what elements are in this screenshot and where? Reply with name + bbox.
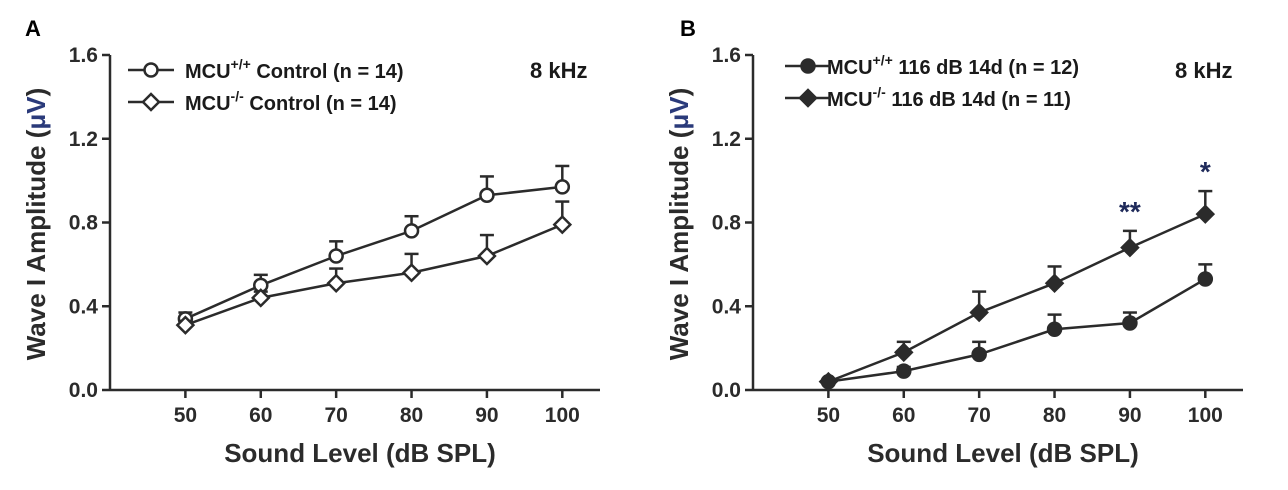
series-2 (818, 189, 1216, 392)
legend-item: MCU+/+ 116 dB 14d (n = 12) (827, 52, 1079, 79)
y-tick-label: 0.8 (69, 212, 99, 235)
legend-item: MCU-/- 116 dB 14d (n = 11) (827, 84, 1071, 111)
y-tick-label: 0.0 (69, 379, 98, 402)
significance-mark: ** (1119, 196, 1141, 227)
y-tick-label: 0.0 (712, 379, 741, 402)
series-line (184, 185, 563, 320)
series-line (828, 277, 1206, 383)
y-tick-label: 0.4 (69, 295, 99, 318)
data-point (554, 179, 571, 195)
x-tick-label: 100 (545, 404, 580, 427)
x-tick-label: 70 (967, 404, 990, 427)
legend-label: MCU+/+ Control (n = 14) (185, 56, 404, 83)
x-tick-label: 50 (817, 404, 840, 427)
data-point (251, 288, 271, 308)
panel-letter: B (680, 16, 696, 41)
data-point (969, 302, 989, 323)
x-axis-title: Sound Level (dB SPL) (867, 438, 1139, 468)
frequency-label: 8 kHz (530, 58, 587, 83)
panel-letter: A (25, 16, 41, 41)
data-point (175, 315, 196, 335)
legend-label: MCU-/- Control (n = 14) (185, 88, 397, 115)
data-point (328, 248, 344, 264)
data-point (326, 273, 346, 293)
legend-item: MCU-/- Control (n = 14) (185, 88, 397, 115)
data-point (971, 346, 987, 363)
legend-item: MCU+/+ Control (n = 14) (185, 56, 404, 83)
series-line (184, 223, 563, 327)
legend-label: MCU+/+ 116 dB 14d (n = 12) (827, 52, 1079, 79)
panel-b: B 8 kHz Sound Level (dB SPL) Wave I Ampl… (664, 16, 1243, 468)
data-point (552, 214, 573, 235)
panel-a: A 8 kHz Sound Level (dB SPL) Wave I Ampl… (21, 16, 600, 468)
series-1 (177, 164, 571, 327)
x-tick-label: 50 (174, 404, 197, 427)
y-tick-label: 0.4 (712, 295, 742, 318)
data-point (818, 371, 839, 392)
legend-label: MCU-/- 116 dB 14d (n = 11) (827, 84, 1071, 111)
data-point (896, 363, 912, 379)
frequency-label: 8 kHz (1175, 58, 1232, 83)
data-point (1195, 204, 1216, 224)
y-tick-label: 1.6 (712, 44, 741, 67)
legend-marker (143, 62, 159, 78)
y-tick-label: 1.2 (69, 128, 98, 151)
legend: MCU+/+ Control (n = 14) MCU-/- Control (… (185, 56, 404, 115)
x-axis-title: Sound Level (dB SPL) (224, 438, 496, 468)
legend-marker (798, 88, 818, 108)
data-point (401, 262, 422, 283)
y-axis-title: Wave I Amplitude (μV) (21, 88, 51, 361)
x-tick-label: 90 (475, 404, 498, 427)
legend-marker (141, 92, 161, 112)
data-point (1046, 321, 1063, 338)
data-point (403, 223, 420, 239)
legend: MCU+/+ 116 dB 14d (n = 12) MCU-/- 116 dB… (827, 52, 1079, 111)
data-point (477, 246, 497, 266)
y-tick-label: 0.8 (712, 212, 742, 235)
x-tick-label: 60 (249, 404, 272, 427)
data-point (479, 187, 495, 204)
x-tick-label: 100 (1188, 404, 1223, 427)
series-line (827, 212, 1206, 383)
data-point (1197, 271, 1214, 287)
legend-marker (800, 58, 816, 74)
x-tick-label: 80 (400, 404, 423, 427)
x-tick-label: 90 (1118, 404, 1141, 427)
y-axis-title: Wave I Amplitude (μV) (664, 88, 694, 361)
data-point (894, 342, 914, 363)
x-tick-label: 60 (892, 404, 915, 427)
series-2 (175, 200, 573, 335)
y-tick-label: 1.2 (712, 128, 741, 151)
x-tick-label: 70 (324, 404, 347, 427)
data-point (1120, 237, 1140, 258)
series-1 (820, 263, 1214, 390)
significance-mark: * (1200, 156, 1211, 187)
y-tick-label: 1.6 (69, 44, 98, 67)
data-point (1044, 273, 1065, 293)
data-point (1122, 315, 1138, 331)
x-tick-label: 80 (1043, 404, 1066, 427)
